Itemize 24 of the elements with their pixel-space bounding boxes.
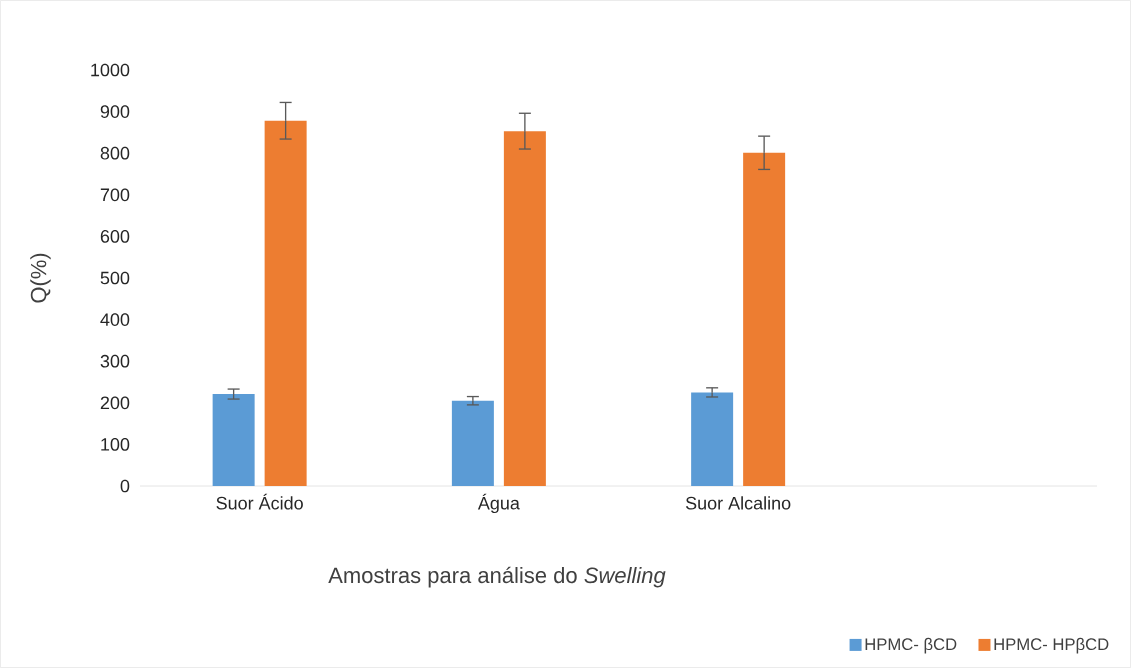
bar [451, 400, 494, 486]
x-axis-title: Amostras para análise do Swelling [328, 566, 666, 588]
x-tick-label: Suor Ácido [216, 493, 303, 510]
y-tick-label: 900 [100, 105, 130, 118]
y-tick-label: 1000 [91, 63, 130, 77]
y-tick-label: 0 [120, 479, 130, 493]
y-tick-label: 200 [100, 396, 130, 410]
y-axis-title: Q(%) [30, 253, 51, 303]
bar [691, 392, 734, 486]
legend-label: HPMC- βCD [865, 637, 957, 654]
x-tick-label: Suor Alcalino [685, 496, 791, 510]
y-tick-label: 300 [100, 354, 130, 368]
y-tick-label: 100 [101, 438, 130, 451]
bar [743, 152, 786, 486]
y-tick-label: 600 [100, 230, 130, 243]
y-tick-label: 700 [100, 188, 130, 202]
y-tick-label: 500 [100, 271, 130, 285]
y-tick-label: 400 [100, 313, 130, 326]
bar [212, 394, 255, 486]
x-tick-label: Água [477, 493, 520, 514]
legend-label: HPMC- HPβCD [994, 637, 1109, 654]
bar [264, 120, 307, 486]
bar [503, 131, 546, 486]
y-tick-label: 800 [100, 146, 130, 160]
